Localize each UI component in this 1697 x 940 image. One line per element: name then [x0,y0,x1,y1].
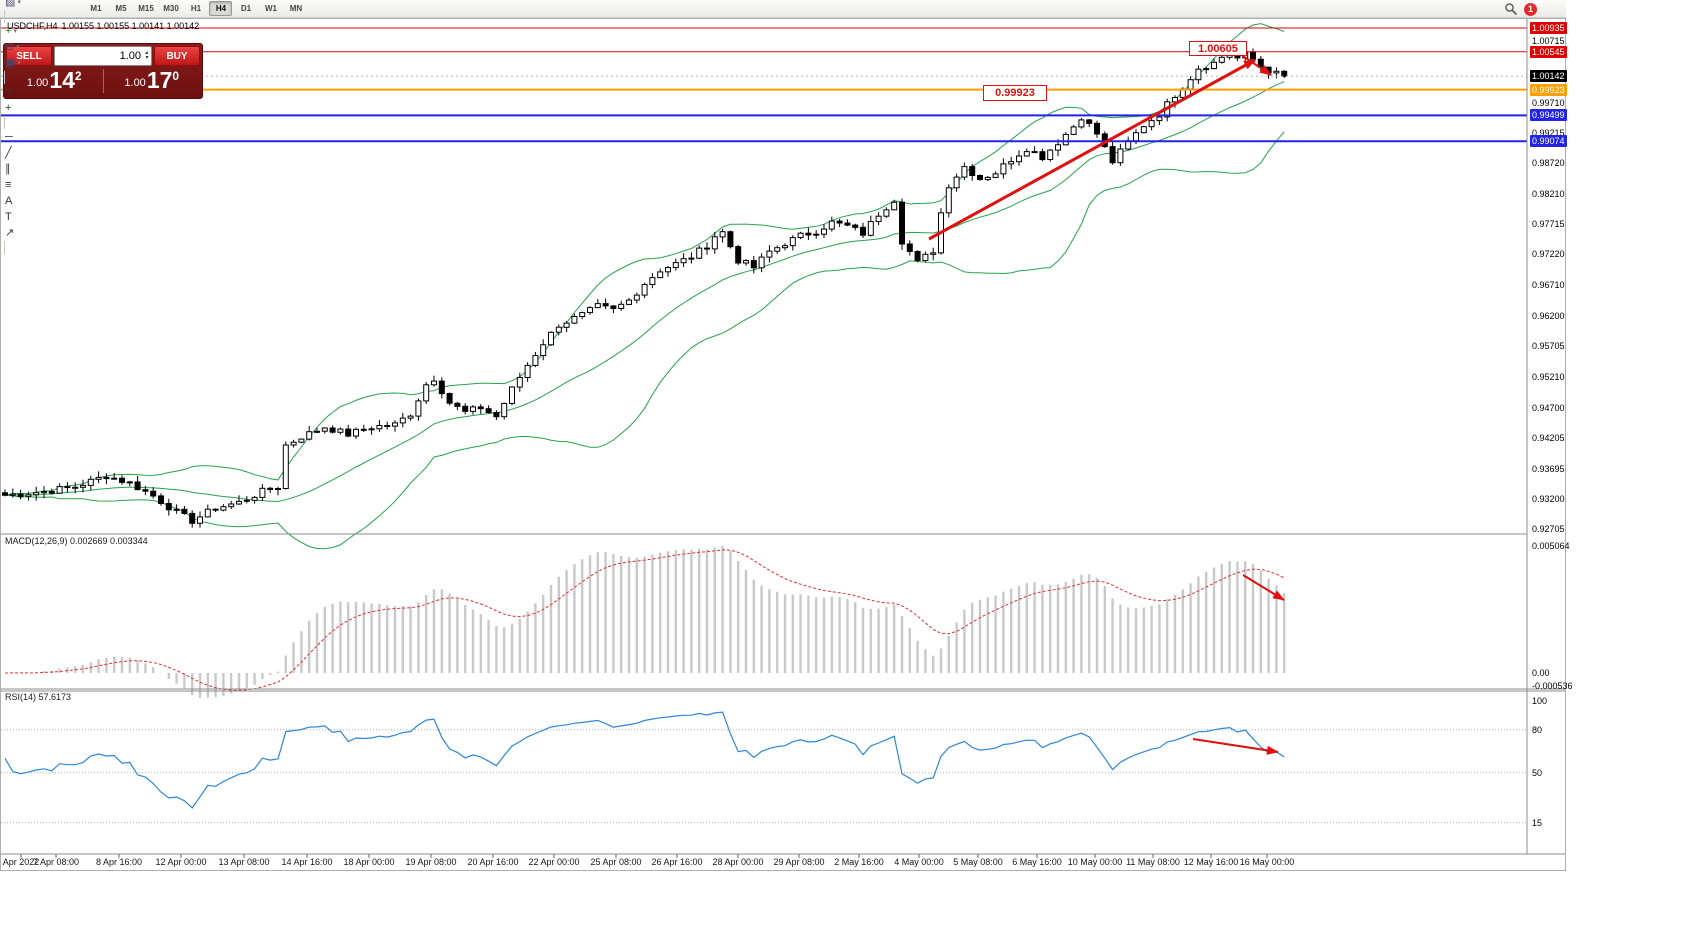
bid-pipette: 2 [74,69,82,83]
trendline-icon[interactable]: ╱ [1,145,56,161]
bid-prefix: 1.00 [26,77,49,89]
timeframe-MN[interactable]: MN [289,4,303,13]
lot-spinner[interactable]: ▴ ▾ [144,50,148,61]
timeframe-H4[interactable]: H4 [209,1,233,16]
price-annotation-box[interactable]: 1.00605 [1189,41,1247,56]
text-icon-glyph: A [5,195,13,207]
chevron-down-icon: ▾ [17,60,21,67]
symbol-period-label: USDCHF,H4 [7,21,58,31]
lot-increase-icon[interactable]: ▴ [144,50,148,56]
horizontal-lines [1,27,1527,143]
toolbar-left-group: ▦⊞新订单♦▤▥▶自动交易⊕⊖▦▧▾+▾⊙▾▣▾↖+─╱∥≡AT↗ [0,0,57,254]
horizontal-line-icon[interactable]: ─ [1,129,56,145]
text-icon[interactable]: A [1,193,56,209]
buy-button[interactable]: BUY [154,46,200,66]
macd-arrow [1242,574,1285,601]
price-annotation-box[interactable]: 0.99923 [983,85,1047,101]
toolbar-right-group: 1 [1504,2,1537,16]
fibonacci-icon[interactable]: ≡ [1,177,56,193]
trade-panel-divider [102,69,104,93]
bollinger-bands [4,23,1285,550]
rsi-levels [1,729,1527,824]
arrows-icon-glyph: ↗ [5,227,15,239]
trade-panel-controls: SELL 1.00 ▴ ▾ BUY [6,46,200,66]
indicators-icon[interactable]: + ▾ [1,23,56,39]
channel-icon-glyph: ∥ [5,163,11,175]
arrows-icon[interactable]: ↗ [1,225,56,241]
trade-panel-prices: 1.00 14 2 1.00 17 0 [6,66,200,96]
periods-icon-glyph: ⊙ [5,41,15,53]
new-chart-icon-glyph: ▧ [5,0,16,8]
rsi-indicator-label: RSI(14) 57.6173 [5,692,72,702]
candles [2,48,1288,528]
channel-icon[interactable]: ∥ [1,161,56,177]
label-icon-glyph: T [5,211,12,223]
toolbar-separator [4,241,5,254]
templates-icon-glyph: ▣ [5,57,16,69]
chevron-down-icon: ▾ [16,44,20,51]
rsi-arrow [1192,738,1279,755]
ask-prefix: 1.00 [124,77,146,89]
timeframe-M1[interactable]: M1 [90,4,102,13]
cursor-icon-glyph: ↖ [5,86,15,98]
horizontal-line-icon-glyph: ─ [5,131,13,143]
sell-button[interactable]: SELL [6,46,52,66]
search-icon[interactable] [1504,2,1518,16]
fibonacci-icon-glyph: ≡ [5,179,12,191]
lot-size-value: 1.00 [119,50,141,62]
periods-icon[interactable]: ⊙ ▾ [1,39,56,55]
toolbar: ▦⊞新订单♦▤▥▶自动交易⊕⊖▦▧▾+▾⊙▾▣▾↖+─╱∥≡AT↗ M1M5M1… [0,0,1566,254]
macd-indicator-label: MACD(12,26,9) 0.002669 0.003344 [5,536,148,546]
rsi-line [4,711,1285,809]
timeframe-bar: M1 M5 M15 M30 H1 H4 D1 W1 MN [83,1,308,16]
macd-histogram [11,546,1286,698]
bid-price: 1.00 14 2 [6,69,103,93]
crosshair-icon[interactable]: + [1,100,56,116]
notification-badge[interactable]: 1 [1524,2,1537,16]
timeframe-H1[interactable]: H1 [190,4,202,13]
ask-pipette: 0 [172,69,180,83]
pane-separators [1,19,1565,858]
annotation-layer: 1.00605 0.99923 [1,19,1565,870]
ask-price: 1.00 17 0 [104,69,201,93]
toolbar-separator [4,116,5,129]
chart-window: USDCHF,H4 1.00155 1.00155 1.00141 1.00142… [0,18,1573,871]
label-icon[interactable]: T [1,209,56,225]
indicators-icon-glyph: + [5,25,12,37]
trend-arrow [928,58,1256,241]
timeframe-W1[interactable]: W1 [264,4,277,13]
bid-big-digits: 14 [49,67,75,93]
lot-decrease-icon[interactable]: ▾ [144,55,148,61]
crosshair-icon-glyph: + [5,102,12,114]
templates-icon[interactable]: ▣ ▾ [1,55,56,71]
macd-signal-line [4,549,1285,691]
toolbar-separator [4,71,5,84]
chevron-down-icon: ▾ [17,0,21,6]
lot-size-input[interactable]: 1.00 ▴ ▾ [54,46,152,66]
timeframe-M5[interactable]: M5 [115,4,127,13]
cursor-icon[interactable]: ↖ [1,84,56,100]
trendline-icon-glyph: ╱ [5,147,12,159]
chart-canvas[interactable] [1,19,1565,870]
one-click-trading-panel: SELL 1.00 ▴ ▾ BUY 1.00 14 2 1.00 17 0 [3,43,203,99]
timeframe-M30[interactable]: M30 [163,4,179,13]
new-chart-icon[interactable]: ▧ ▾ [1,0,56,10]
chart-ohlc-title: USDCHF,H4 1.00155 1.00155 1.00141 1.00142 [7,21,203,31]
chevron-down-icon: ▾ [13,28,17,35]
toolbar-separator [4,10,5,23]
ohlc-values: 1.00155 1.00155 1.00141 1.00142 [61,21,200,31]
timeframe-M15[interactable]: M15 [138,4,154,13]
timeframe-D1[interactable]: D1 [240,4,252,13]
ask-big-digits: 17 [146,67,173,93]
